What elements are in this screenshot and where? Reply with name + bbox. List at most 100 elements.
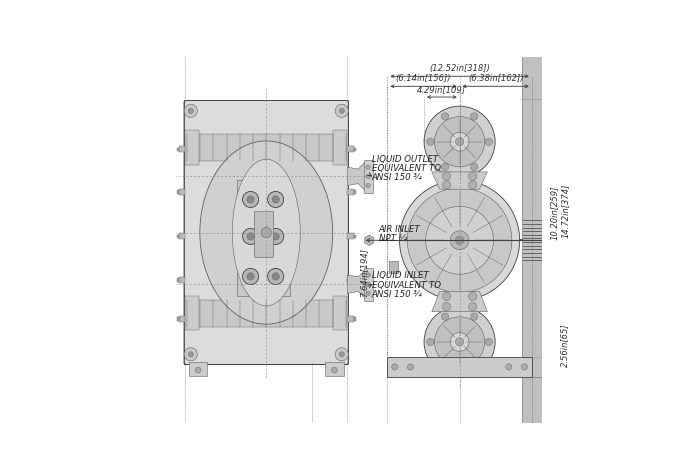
Circle shape	[392, 364, 398, 370]
Bar	[186, 296, 199, 330]
Circle shape	[366, 282, 370, 286]
Circle shape	[468, 172, 477, 180]
Bar	[198, 134, 335, 161]
Circle shape	[435, 117, 484, 167]
Circle shape	[470, 363, 478, 371]
Text: 14.72in[374]: 14.72in[374]	[560, 183, 569, 238]
Bar	[187, 300, 198, 326]
Circle shape	[427, 338, 434, 345]
Circle shape	[267, 191, 284, 208]
Bar	[178, 234, 186, 239]
Bar	[347, 277, 354, 283]
Bar	[189, 362, 207, 376]
Circle shape	[366, 183, 370, 188]
Polygon shape	[347, 162, 365, 191]
Circle shape	[456, 236, 464, 245]
Bar	[177, 278, 179, 282]
Text: ANSI 150 ¾: ANSI 150 ¾	[372, 173, 423, 182]
Text: 4.29in[109]: 4.29in[109]	[417, 85, 466, 94]
Circle shape	[400, 180, 519, 300]
Bar	[178, 189, 186, 195]
Circle shape	[340, 352, 344, 357]
Circle shape	[407, 364, 414, 370]
Text: LIQUID INLET: LIQUID INLET	[372, 272, 428, 281]
Bar	[335, 300, 345, 326]
Text: NPT ¼: NPT ¼	[379, 234, 407, 243]
Circle shape	[468, 292, 477, 301]
Circle shape	[442, 303, 451, 311]
Text: EQUIVALENT TO: EQUIVALENT TO	[372, 281, 441, 290]
Circle shape	[335, 104, 349, 117]
Circle shape	[332, 367, 337, 373]
Circle shape	[272, 233, 279, 240]
Text: (6.38in[162]): (6.38in[162])	[468, 74, 524, 83]
Circle shape	[242, 191, 258, 208]
Bar	[333, 296, 347, 330]
Circle shape	[442, 313, 449, 320]
Bar	[347, 146, 354, 152]
Circle shape	[195, 367, 201, 373]
FancyBboxPatch shape	[184, 101, 349, 364]
Circle shape	[442, 163, 449, 171]
Circle shape	[442, 172, 451, 180]
Bar	[326, 362, 344, 376]
Circle shape	[470, 313, 478, 320]
Circle shape	[426, 206, 493, 274]
Polygon shape	[432, 172, 487, 189]
Circle shape	[335, 348, 349, 361]
Circle shape	[522, 364, 528, 370]
Circle shape	[505, 364, 512, 370]
Bar	[364, 268, 373, 301]
Bar	[389, 261, 398, 274]
Circle shape	[366, 165, 370, 170]
Bar	[187, 134, 198, 161]
Text: 2.56in[65]: 2.56in[65]	[560, 323, 569, 367]
Bar	[354, 235, 356, 238]
Circle shape	[470, 113, 478, 120]
Bar	[354, 278, 356, 282]
Text: (12.52in[318]): (12.52in[318])	[429, 64, 490, 73]
Bar	[177, 317, 179, 321]
Ellipse shape	[200, 141, 332, 324]
Circle shape	[450, 133, 469, 151]
Circle shape	[267, 268, 284, 285]
Bar	[178, 277, 186, 283]
Circle shape	[366, 174, 370, 179]
Circle shape	[424, 306, 495, 378]
Circle shape	[470, 163, 478, 171]
Bar	[388, 357, 532, 377]
Circle shape	[435, 317, 484, 367]
Polygon shape	[347, 269, 365, 299]
Circle shape	[247, 233, 254, 240]
Bar	[354, 190, 356, 194]
Bar	[364, 160, 373, 193]
Bar	[347, 189, 354, 195]
Bar	[335, 134, 345, 161]
Bar	[347, 316, 354, 322]
Text: 7.64in[194]: 7.64in[194]	[359, 248, 368, 297]
Circle shape	[267, 228, 284, 245]
Bar	[347, 234, 354, 239]
Bar	[177, 235, 179, 238]
Bar	[254, 211, 272, 257]
Text: (6.14in[156]): (6.14in[156])	[395, 74, 452, 83]
Circle shape	[188, 352, 193, 357]
Circle shape	[272, 273, 279, 280]
Circle shape	[188, 108, 193, 114]
Bar	[354, 148, 356, 151]
Circle shape	[272, 196, 279, 203]
Circle shape	[468, 180, 477, 189]
Circle shape	[366, 291, 370, 295]
Bar	[178, 316, 186, 322]
Text: 10.20in[259]: 10.20in[259]	[550, 186, 559, 240]
Ellipse shape	[232, 159, 300, 306]
Text: LIQUID OUTLET: LIQUID OUTLET	[372, 154, 438, 163]
Bar	[177, 190, 179, 194]
Circle shape	[242, 268, 258, 285]
Circle shape	[366, 273, 370, 277]
Circle shape	[242, 228, 258, 245]
Bar	[198, 300, 335, 326]
Circle shape	[456, 338, 464, 346]
Circle shape	[427, 138, 434, 145]
Bar	[354, 317, 356, 321]
